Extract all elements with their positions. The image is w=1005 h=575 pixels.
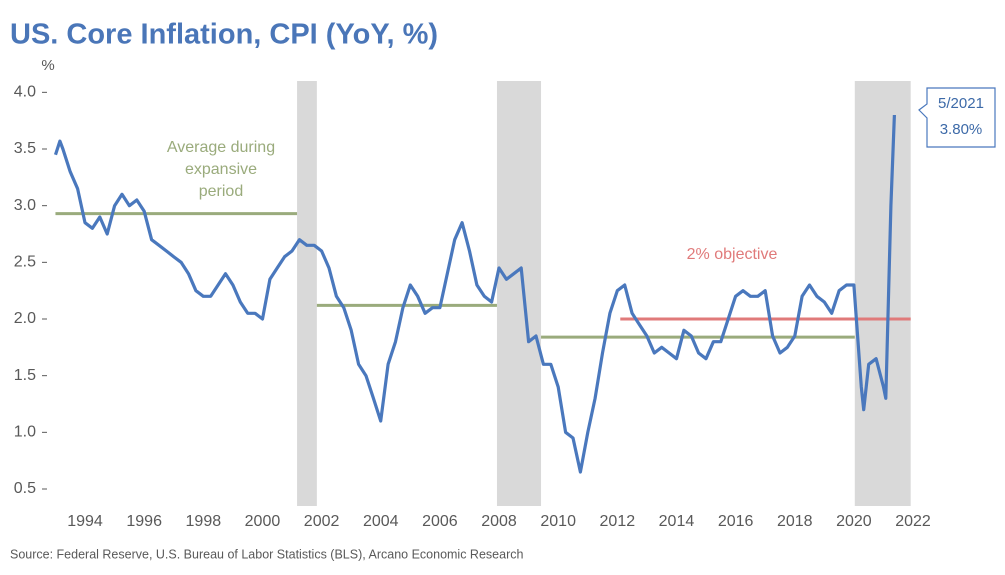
x-tick-label: 2016 [718,513,754,530]
x-tick-label: 2002 [304,513,340,530]
x-tick-label: 2014 [659,513,695,530]
y-tick-label: 0.5 [14,480,36,497]
callout-date: 5/2021 [938,95,984,112]
data-line [53,114,896,474]
x-tick-label: 1996 [126,513,162,530]
y-tick-label: 2.0 [14,310,36,327]
y-axis-label: % [41,57,54,74]
y-tick-label: 4.0 [14,84,36,101]
x-tick-label: 2022 [895,513,931,530]
recession-band [297,81,317,506]
x-tick-label: 1998 [186,513,222,530]
x-tick-label: 2004 [363,513,399,530]
x-tick-label: 2020 [836,513,872,530]
callout-value: 3.80% [940,121,983,138]
y-tick-label: 1.5 [14,367,36,384]
y-tick-label: 3.0 [14,197,36,214]
source: Source: Federal Reserve, U.S. Bureau of … [10,547,523,561]
x-tick-label: 2000 [245,513,281,530]
x-tick-label: 2010 [540,513,576,530]
x-tick-label: 2018 [777,513,813,530]
average-label: Average during [167,139,275,156]
average-label: period [199,183,243,200]
callout-box [918,87,996,148]
y-tick-label: 1.0 [14,424,36,441]
recession-band [496,81,542,506]
recession-band [854,81,911,506]
y-tick-label: 2.5 [14,254,36,271]
x-tick-label: 2012 [600,513,636,530]
average-label: expansive [185,161,257,178]
chart-title: US. Core Inflation, CPI (YoY, %) [10,19,438,51]
x-tick-label: 2008 [481,513,517,530]
y-tick-label: 3.5 [14,140,36,157]
x-tick-label: 1994 [67,513,103,530]
x-tick-label: 2006 [422,513,458,530]
callout: 5/2021 3.80% [918,87,996,148]
objective-label: 2% objective [687,246,778,263]
